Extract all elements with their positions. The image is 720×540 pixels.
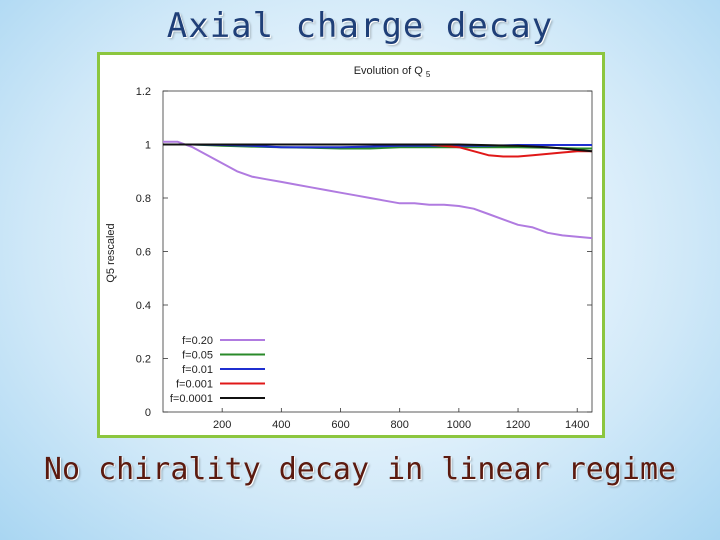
slide-subtitle: No chirality decay in linear regime: [43, 452, 677, 487]
x-tick-label: 200: [213, 419, 231, 431]
x-tick-label: 600: [331, 419, 349, 431]
y-tick-label: 1.2: [136, 86, 151, 98]
chart-title-text: Evolution of Q: [354, 65, 424, 77]
x-tick-label: 800: [391, 419, 409, 431]
y-tick-label: 1: [145, 140, 151, 152]
x-tick-label: 1200: [506, 419, 530, 431]
chart-title-subscript: 5: [426, 70, 431, 79]
y-axis-label: Q5 rescaled: [105, 223, 117, 282]
series-line: [163, 140, 593, 240]
legend-label: f=0.20: [182, 335, 213, 347]
axes: 200 400 600 800 1000 1200 1400 0 0.2 0.4 0.6 0.8 1 1.…: [136, 86, 593, 431]
y-tick-label: 0.8: [136, 193, 151, 205]
chart-title: Evolution of Q 5: [354, 65, 431, 79]
x-tick-label: 1000: [447, 419, 471, 431]
legend-label: f=0.05: [182, 350, 213, 362]
x-tick-label: 400: [272, 419, 290, 431]
y-tick-label: 0.4: [136, 300, 151, 312]
legend: f=0.20 f=0.05 f=0.01 f=0.001 f=0.0001: [170, 335, 265, 405]
y-tick-label: 0.2: [136, 354, 151, 366]
series-lines: [163, 140, 593, 240]
x-tick-label: 1400: [565, 419, 589, 431]
slide-title: Axial charge decay: [166, 6, 554, 46]
plot-border: [162, 90, 593, 413]
series-line: [163, 143, 593, 153]
legend-label: f=0.0001: [170, 393, 213, 405]
chart-frame: Evolution of Q 5 Q5 rescaled 200 400 600 80…: [97, 52, 605, 438]
legend-label: f=0.01: [182, 364, 213, 376]
y-tick-label: 0: [145, 407, 151, 419]
legend-label: f=0.001: [176, 379, 213, 391]
y-tick-label: 0.6: [136, 247, 151, 259]
line-chart: Evolution of Q 5 Q5 rescaled 200 400 600 80…: [105, 65, 593, 431]
